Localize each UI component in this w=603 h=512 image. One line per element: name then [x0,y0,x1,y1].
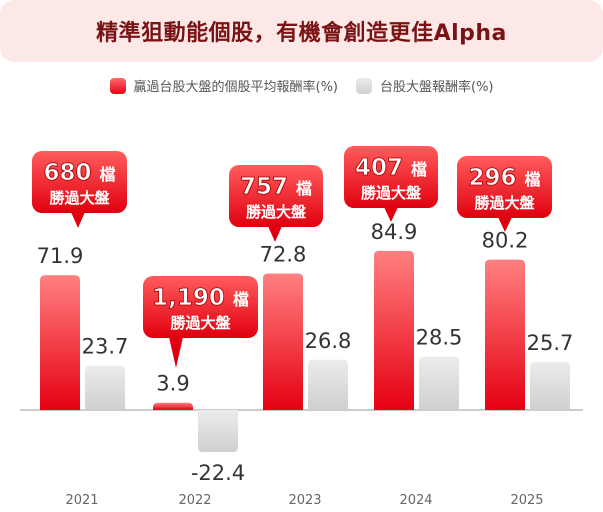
data-label: 26.8 [305,329,352,353]
x-tick-label: 2023 [288,493,321,508]
callout-pointer [384,207,398,222]
data-label: 80.2 [482,229,529,253]
market-bar [530,361,570,410]
title-banner: 精準狙動能個股，有機會創造更佳Alpha [0,0,603,62]
x-tick-label: 2022 [178,493,211,508]
callout-count: 680 檔 [43,160,115,186]
market-bar [198,410,238,452]
legend-swatch-red [109,77,126,94]
callout-text: 勝過大盤 [49,189,110,207]
data-label: 84.9 [371,220,418,244]
callout-box [229,165,323,227]
callout-pointer [169,337,183,368]
chart-title: 精準狙動能個股，有機會創造更佳Alpha [96,21,507,46]
callout-pointer [498,217,512,232]
legend: 贏過台股大盤的個股平均報酬率(%) 台股大盤報酬率(%) [0,76,603,95]
stock-bar [374,250,414,410]
callout-pointer [268,226,282,242]
callout-text: 勝過大盤 [170,314,231,332]
legend-label: 贏過台股大盤的個股平均報酬率(%) [133,80,339,95]
callout-count: 757 檔 [240,174,312,200]
data-label: 72.8 [260,243,307,267]
market-bar [419,356,459,410]
stock-bar [40,275,80,410]
stock-bar [485,259,525,410]
stock-bar [263,273,303,410]
market-bar [85,365,125,410]
callout-text: 勝過大盤 [361,184,422,202]
data-label: 23.7 [82,335,129,359]
callout-box [457,156,552,218]
data-label: 28.5 [416,326,463,350]
callout-box [344,146,438,208]
legend-item-stocks: 贏過台股大盤的個股平均報酬率(%) [109,76,339,95]
legend-item-market: 台股大盤報酬率(%) [356,76,494,95]
callout-count: 296 檔 [468,165,540,191]
data-label: 3.9 [156,372,189,396]
x-tick-label: 2021 [65,493,98,508]
callout-count: 1,190 檔 [152,285,249,311]
data-label: 25.7 [527,331,574,355]
callout-pointer [71,212,85,228]
callout-text: 勝過大盤 [474,194,535,212]
x-tick-label: 2024 [399,493,432,508]
x-tick-label: 2025 [510,493,543,508]
stock-bar [153,402,193,410]
callout-text: 勝過大盤 [246,203,307,221]
legend-label: 台股大盤報酬率(%) [380,80,494,95]
data-label: -22.4 [191,461,245,485]
callout-box [32,151,127,213]
data-label: 71.9 [37,244,84,268]
market-bar [308,359,348,410]
callout-box [143,276,258,338]
legend-swatch-gray [356,77,372,94]
callout-count: 407 檔 [355,155,427,181]
